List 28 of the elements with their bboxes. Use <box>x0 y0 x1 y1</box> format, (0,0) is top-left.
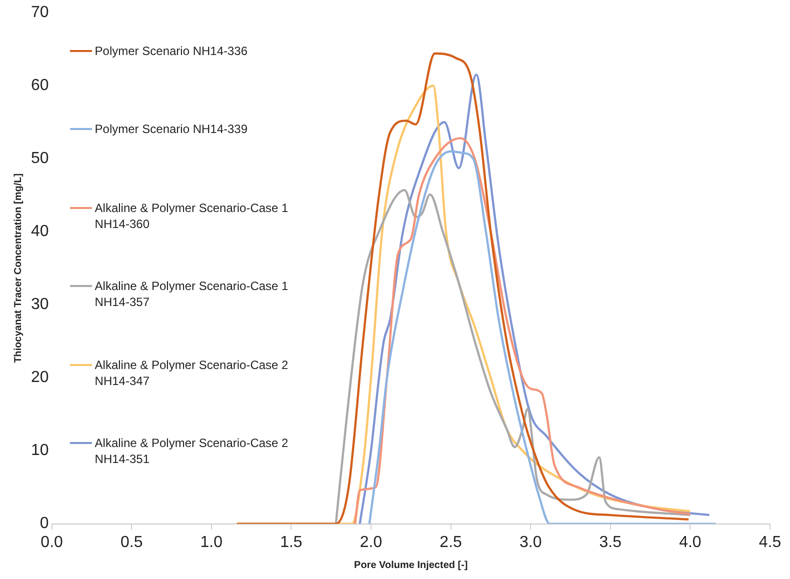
line-series <box>358 74 710 524</box>
legend-label: Alkaline & Polymer Scenario-Case 2 NH14-347 <box>94 356 290 389</box>
x-tick-label: 4.5 <box>758 534 782 551</box>
legend-label: Alkaline & Polymer Scenario-Case 2 NH14-351 <box>94 435 290 468</box>
y-tick-label: 60 <box>31 77 49 94</box>
x-tick-label: 1.0 <box>200 534 223 551</box>
y-tick-label: 0 <box>40 515 49 532</box>
y-tick-label: 70 <box>31 4 49 22</box>
x-tick-label: 3.5 <box>599 534 622 551</box>
x-tick-label: 2.5 <box>440 534 462 551</box>
y-tick-label: 10 <box>31 442 49 460</box>
x-tick-label: 1.5 <box>280 534 302 551</box>
line-series <box>334 188 692 524</box>
x-axis-title: Pore Volume Injected [-] <box>354 560 468 571</box>
x-tick-label: 3.0 <box>519 534 542 551</box>
y-tick-label: 40 <box>31 223 49 240</box>
legend-label: Alkaline & Polymer Scenario-Case 1 NH14-360 <box>94 200 290 232</box>
x-tick-label: 2.0 <box>360 534 382 551</box>
legend-label: Polymer Scenario NH14-336 <box>94 42 249 59</box>
x-tick-label: 4.0 <box>679 534 702 551</box>
y-axis-title: Thiocyanat Tracer Concentration [mg/L] <box>12 173 24 363</box>
y-tick-label: 50 <box>31 150 49 168</box>
x-tick-label: 0.0 <box>40 534 64 551</box>
x-tick-label: 0.5 <box>120 534 143 551</box>
legend-label: Polymer Scenario NH14-339 <box>94 121 249 138</box>
legend-label: Alkaline & Polymer Scenario-Case 1 NH14-357 <box>94 278 290 310</box>
y-tick-label: 20 <box>31 369 49 386</box>
y-tick-label: 30 <box>31 296 49 314</box>
